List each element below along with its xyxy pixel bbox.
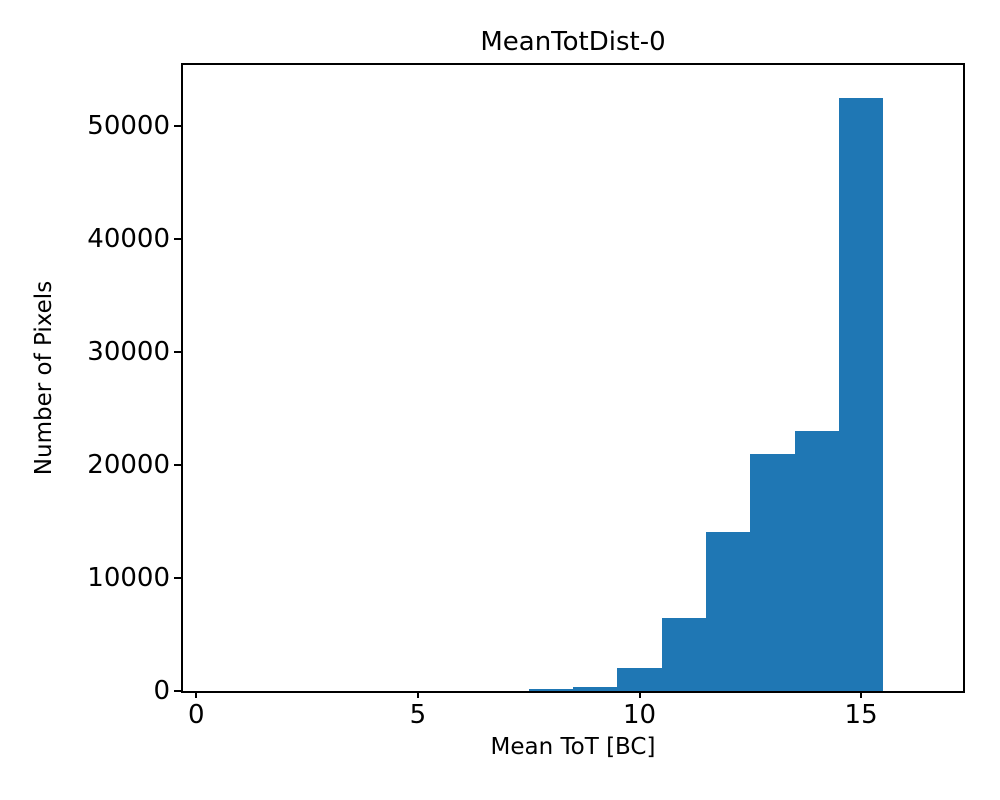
- y-tick-mark: [174, 577, 181, 579]
- x-axis-label: Mean ToT [BC]: [490, 734, 656, 760]
- y-tick-label: 30000: [87, 336, 170, 367]
- plot-area: [181, 63, 965, 693]
- y-tick-label: 0: [153, 676, 170, 706]
- histogram-bar: [838, 97, 884, 691]
- y-tick-label: 20000: [87, 449, 170, 480]
- x-tick-mark: [638, 691, 641, 698]
- histogram-bar: [750, 453, 795, 691]
- y-tick-mark: [174, 124, 181, 127]
- histogram-bar: [794, 431, 839, 691]
- y-axis-label: Number of Pixels: [31, 280, 57, 476]
- histogram-bar: [661, 617, 706, 691]
- x-tick-label: 5: [409, 700, 427, 730]
- x-tick-mark: [860, 691, 863, 698]
- x-tick-mark: [195, 691, 198, 698]
- x-tick-mark: [416, 691, 419, 698]
- histogram-bar: [706, 531, 751, 691]
- histogram-bar: [573, 686, 618, 691]
- x-tick-label: 15: [844, 700, 878, 730]
- histogram-bar: [617, 668, 662, 691]
- x-tick-label: 0: [188, 700, 205, 730]
- y-tick-mark: [174, 237, 181, 240]
- y-tick-label: 40000: [87, 223, 170, 254]
- bars-container: [183, 65, 963, 691]
- y-tick-label: 50000: [87, 110, 170, 141]
- y-tick-mark: [174, 463, 181, 466]
- x-tick-label: 10: [622, 700, 657, 730]
- histogram-bar: [528, 689, 573, 691]
- y-tick-mark: [174, 690, 181, 692]
- y-tick-mark: [174, 350, 181, 353]
- y-tick-label: 10000: [87, 563, 170, 593]
- chart-title: MeanTotDist-0: [480, 27, 666, 57]
